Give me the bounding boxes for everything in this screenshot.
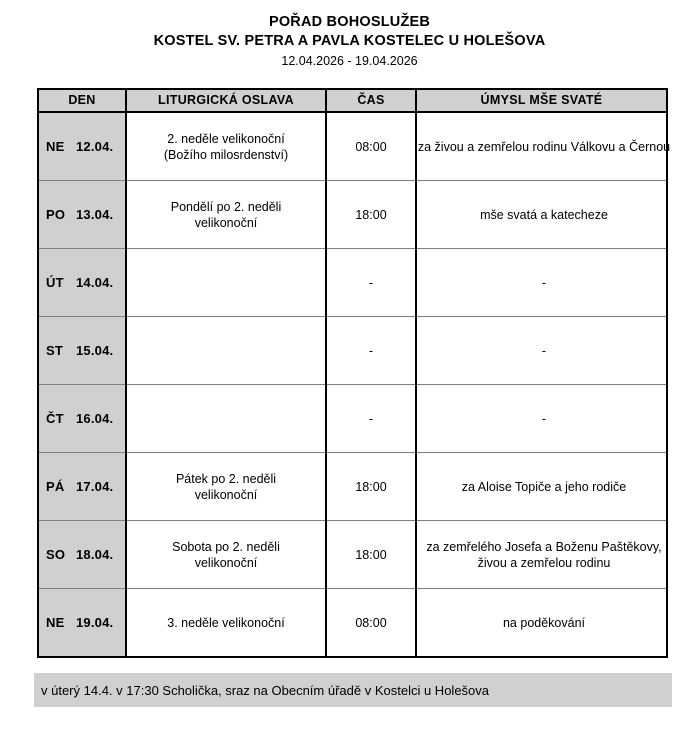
cell-liturgy: Pátek po 2. neděli velikonoční	[126, 452, 327, 521]
day-of-week: PO	[46, 206, 66, 222]
cell-liturgy	[126, 248, 327, 317]
cell-time: -	[326, 384, 417, 453]
cell-day: ST 15.04.	[38, 316, 127, 385]
cell-liturgy: 2. neděle velikonoční (Božího milosrdens…	[126, 112, 327, 181]
table-row: SO 18.04. Sobota po 2. neděli velikonoční…	[38, 520, 667, 589]
page-title-line1: POŘAD BOHOSLUŽEB	[268, 14, 431, 30]
liturgy-line2: velikonoční	[194, 555, 258, 570]
day-date: 18.04.	[76, 546, 114, 562]
day-date: 14.04.	[76, 274, 114, 290]
liturgy-line1: Sobota po 2. neděli	[172, 539, 280, 554]
cell-time: -	[326, 316, 417, 385]
column-header-day: DEN	[38, 89, 127, 113]
table-header: DEN LITURGICKÁ OSLAVA ČAS ÚMYSL MŠE SVAT…	[38, 89, 667, 113]
intention-text: za Aloise Topiče a jeho rodiče	[461, 479, 627, 494]
cell-intention: mše svatá a katecheze	[416, 180, 667, 249]
cell-day: ČT 16.04.	[38, 384, 127, 453]
intention-text: -	[541, 275, 547, 290]
cell-day: NE 12.04.	[38, 112, 127, 181]
day-date: 19.04.	[76, 614, 114, 630]
liturgy-line2: velikonoční	[194, 487, 258, 502]
table-row: ST 15.04. - -	[38, 316, 667, 385]
cell-intention: na poděkování	[416, 589, 667, 658]
liturgy-line1: Pátek po 2. neděli	[175, 471, 277, 486]
cell-day: NE 19.04.	[38, 588, 127, 657]
table-row: PÁ 17.04. Pátek po 2. neděli velikonoční …	[38, 452, 667, 521]
intention-text: na poděkování	[502, 615, 585, 630]
day-of-week: ČT	[46, 410, 64, 426]
day-of-week: ÚT	[46, 274, 64, 290]
day-date: 17.04.	[76, 478, 114, 494]
table-header-row: DEN LITURGICKÁ OSLAVA ČAS ÚMYSL MŠE SVAT…	[38, 89, 667, 113]
column-header-time: ČAS	[326, 89, 417, 113]
day-date: 16.04.	[76, 410, 114, 426]
cell-day: PÁ 17.04.	[38, 452, 127, 521]
table-row: ČT 16.04. - -	[38, 384, 667, 453]
day-date: 15.04.	[76, 342, 114, 358]
liturgy-line1: 2. neděle velikonoční	[167, 131, 285, 146]
cell-intention: za zemřelého Josefa a Boženu Paštěkovy, …	[416, 520, 667, 589]
cell-day: SO 18.04.	[38, 520, 127, 589]
schedule-table: DEN LITURGICKÁ OSLAVA ČAS ÚMYSL MŠE SVAT…	[37, 88, 670, 658]
liturgy-line1: 3. neděle velikonoční	[167, 615, 285, 630]
day-of-week: ST	[46, 342, 64, 358]
page-title-line2: KOSTEL SV. PETRA A PAVLA KOSTELEC U HOLE…	[153, 33, 546, 49]
day-of-week: NE	[46, 138, 65, 154]
cell-intention: -	[416, 316, 667, 385]
day-of-week: SO	[46, 546, 66, 562]
intention-text: -	[541, 343, 547, 358]
day-of-week: PÁ	[46, 478, 65, 494]
table-row: PO 13.04. Pondělí po 2. neděli velikonočn…	[38, 180, 667, 249]
cell-time: -	[326, 248, 417, 317]
cell-time: 08:00	[326, 588, 417, 657]
footer-note: v úterý 14.4. v 17:30 Scholička, sraz na…	[34, 673, 672, 707]
intention-text: za zemřelého Josefa a Boženu Paštěkovy, …	[426, 539, 662, 570]
table-row: NE 12.04. 2. neděle velikonoční (Božího m…	[38, 112, 670, 181]
cell-liturgy: Sobota po 2. neděli velikonoční	[126, 520, 327, 589]
intention-text: -	[541, 411, 547, 426]
cell-intention: za živou a zemřelou rodinu Válkovu a Čer…	[416, 112, 670, 181]
table-row: ÚT 14.04. - -	[38, 248, 667, 317]
cell-time: 08:00	[326, 112, 417, 181]
cell-liturgy: 3. neděle velikonoční	[126, 588, 327, 657]
table-row: NE 19.04. 3. neděle velikonoční 08:00 na …	[38, 588, 667, 658]
cell-time: 18:00	[326, 520, 417, 589]
day-date: 13.04.	[76, 206, 114, 222]
cell-time: 18:00	[326, 452, 417, 521]
column-header-liturgy: LITURGICKÁ OSLAVA	[126, 89, 327, 113]
cell-time: 18:00	[326, 180, 417, 249]
date-range: 12.04.2026 - 19.04.2026	[281, 54, 418, 68]
cell-liturgy: Pondělí po 2. neděli velikonoční	[126, 180, 327, 249]
intention-text: mše svatá a katecheze	[480, 207, 608, 222]
cell-intention: za Aloise Topiče a jeho rodiče	[416, 452, 667, 521]
day-of-week: NE	[46, 614, 65, 630]
footer-note-text: v úterý 14.4. v 17:30 Scholička, sraz na…	[41, 682, 490, 698]
cell-day: PO 13.04.	[38, 180, 127, 249]
column-header-intention: ÚMYSL MŠE SVATÉ	[416, 89, 667, 113]
liturgy-line2: (Božího milosrdenství)	[163, 147, 289, 162]
cell-liturgy	[126, 316, 327, 385]
schedule-table-container: DEN LITURGICKÁ OSLAVA ČAS ÚMYSL MŠE SVAT…	[37, 88, 670, 658]
cell-day: ÚT 14.04.	[38, 248, 127, 317]
liturgy-line2: velikonoční	[194, 215, 258, 230]
cell-intention: -	[416, 248, 667, 317]
cell-liturgy	[126, 384, 327, 453]
cell-intention: -	[416, 384, 667, 453]
liturgy-line1: Pondělí po 2. neděli	[170, 199, 282, 214]
table-body: NE 12.04. 2. neděle velikonoční (Božího m…	[38, 112, 670, 658]
day-date: 12.04.	[76, 138, 114, 154]
document-header: POŘAD BOHOSLUŽEB KOSTEL SV. PETRA A PAVL…	[0, 0, 699, 71]
intention-text: za živou a zemřelou rodinu Válkovu a Čer…	[417, 139, 671, 154]
